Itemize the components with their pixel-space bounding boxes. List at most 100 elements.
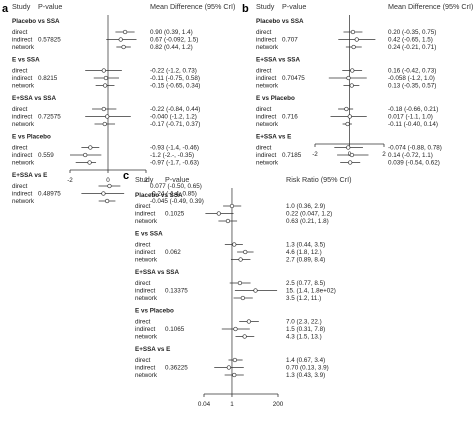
p-value: 0.13375 xyxy=(165,288,188,295)
row-label: direct xyxy=(256,145,272,152)
point-estimate xyxy=(229,203,235,209)
row-label: network xyxy=(256,160,279,167)
p-value: 0.559 xyxy=(38,152,54,159)
estimate-label: 1.3 (0.44, 3.5) xyxy=(286,242,325,249)
row-label: indirect xyxy=(135,249,156,256)
estimate-label: 0.077 (-0.50, 0.65) xyxy=(150,183,202,190)
comparison-title: E+SSA vs E xyxy=(256,134,291,141)
x-tick-label: -2 xyxy=(67,177,73,184)
estimate-label: -0.11 (-0.75, 0.58) xyxy=(150,75,200,82)
row-label: indirect xyxy=(256,75,277,82)
p-value: 0.1025 xyxy=(165,211,185,218)
header-pvalue: P-value xyxy=(282,2,306,11)
row-label: direct xyxy=(135,242,151,249)
x-tick-label: -2 xyxy=(312,151,318,158)
comparison-title: E+SSA vs E xyxy=(135,346,170,353)
comparison-title: E vs SSA xyxy=(12,57,40,64)
point-estimate xyxy=(253,288,258,293)
estimate-label: -0.045 (-0.49, 0.39) xyxy=(150,198,204,205)
header-study: Study xyxy=(12,2,31,11)
row-label: direct xyxy=(12,145,28,152)
point-estimate xyxy=(105,114,110,119)
estimate-label: 2.5 (0.77, 8.5) xyxy=(286,280,325,287)
point-estimate xyxy=(345,121,350,127)
p-value: 0.70475 xyxy=(282,75,305,82)
row-label: direct xyxy=(12,183,28,190)
x-tick-label: 200 xyxy=(273,401,284,408)
x-tick-label: 0 xyxy=(106,177,110,184)
row-label: direct xyxy=(135,357,151,364)
row-label: network xyxy=(135,257,158,264)
p-value: 0.707 xyxy=(282,37,298,44)
estimate-label: 0.20 (-0.35, 0.75) xyxy=(388,29,436,36)
p-value: 0.1065 xyxy=(165,326,185,333)
point-estimate xyxy=(350,68,355,73)
estimate-label: 4.3 (1.5, 13.) xyxy=(286,334,322,341)
estimate-label: 7.0 (2.3, 22.) xyxy=(286,319,322,326)
estimate-label: 0.039 (-0.54, 0.62) xyxy=(388,160,440,167)
estimate-label: 0.42 (-0.65, 1.5) xyxy=(388,37,433,44)
point-estimate xyxy=(122,29,128,35)
p-value: 0.36225 xyxy=(165,365,188,372)
estimate-label: 0.82 (0.44, 1.2) xyxy=(150,44,193,51)
row-label: direct xyxy=(12,68,28,75)
row-label: direct xyxy=(12,106,28,113)
panel-letter-b: b xyxy=(242,3,249,15)
estimate-label: 1.3 (0.43, 3.9) xyxy=(286,372,325,379)
point-estimate xyxy=(347,114,352,119)
x-tick-label: 1 xyxy=(230,401,234,408)
estimate-label: -0.97 (-1.7, -0.63) xyxy=(150,160,199,167)
point-estimate xyxy=(242,334,247,339)
point-estimate xyxy=(243,249,248,255)
estimate-label: 15. (1.4, 1.8e+02) xyxy=(286,288,336,295)
row-label: indirect xyxy=(12,114,33,121)
point-estimate xyxy=(349,152,355,158)
point-estimate xyxy=(101,68,106,73)
estimate-label: 0.67 (-0.092, 1.5) xyxy=(150,37,198,44)
p-value: 0.8215 xyxy=(38,75,58,82)
point-estimate xyxy=(354,37,359,42)
p-value: 0.57825 xyxy=(38,37,61,44)
x-tick-label: 2 xyxy=(144,177,148,184)
point-estimate xyxy=(348,160,353,165)
forest-panel-a: Study P-value Mean Difference (95% CrI) -2 0… xyxy=(12,2,235,205)
point-estimate xyxy=(87,160,92,165)
estimate-label: -0.22 (-1.2, 0.73) xyxy=(150,68,197,75)
row-label: indirect xyxy=(135,211,156,218)
comparison-title: Placebo vs SSA xyxy=(256,18,304,25)
estimate-label: -0.11 (-0.40, 0.14) xyxy=(388,121,438,128)
x-tick-label: 0 xyxy=(348,151,352,158)
estimate-label: 1.4 (0.67, 3.4) xyxy=(286,357,325,364)
p-value: 0.716 xyxy=(282,114,298,121)
p-value: 0.48975 xyxy=(38,191,61,198)
point-estimate xyxy=(121,44,126,50)
row-label: indirect xyxy=(135,365,156,372)
forest-panel-b: Study P-value Mean Difference (95% CrI) -2 0… xyxy=(256,2,473,167)
point-estimate xyxy=(344,106,349,112)
row-label: indirect xyxy=(256,152,277,159)
row-label: direct xyxy=(135,319,151,326)
row-label: network xyxy=(135,295,158,302)
point-estimate xyxy=(240,295,246,301)
estimate-label: -0.24 (-1.4, 0.85) xyxy=(150,191,197,198)
point-estimate xyxy=(232,357,238,363)
estimate-label: -0.058 (-1.2, 1.0) xyxy=(388,75,435,82)
estimate-label: 0.13 (-0.35, 0.57) xyxy=(388,83,436,90)
point-estimate xyxy=(246,319,252,324)
point-estimate xyxy=(104,198,110,204)
estimate-label: -0.93 (-1.4, -0.46) xyxy=(150,145,199,152)
point-estimate xyxy=(226,365,232,370)
point-estimate xyxy=(103,75,109,81)
point-estimate xyxy=(238,257,243,262)
comparison-title: E+SSA vs SSA xyxy=(135,269,179,276)
estimate-label: 2.7 (0.89, 8.4) xyxy=(286,257,325,264)
row-label: direct xyxy=(256,106,272,113)
header-effect: Mean Difference (95% CrI) xyxy=(150,2,235,11)
point-estimate xyxy=(83,152,88,158)
row-label: network xyxy=(256,83,279,90)
x-tick-label: 0.04 xyxy=(198,401,211,408)
estimate-label: -0.22 (-0.84, 0.44) xyxy=(150,106,200,113)
comparison-title: E+SSA vs SSA xyxy=(256,57,300,64)
point-estimate xyxy=(225,218,231,224)
estimate-label: 4.6 (1.8, 12.) xyxy=(286,249,322,256)
